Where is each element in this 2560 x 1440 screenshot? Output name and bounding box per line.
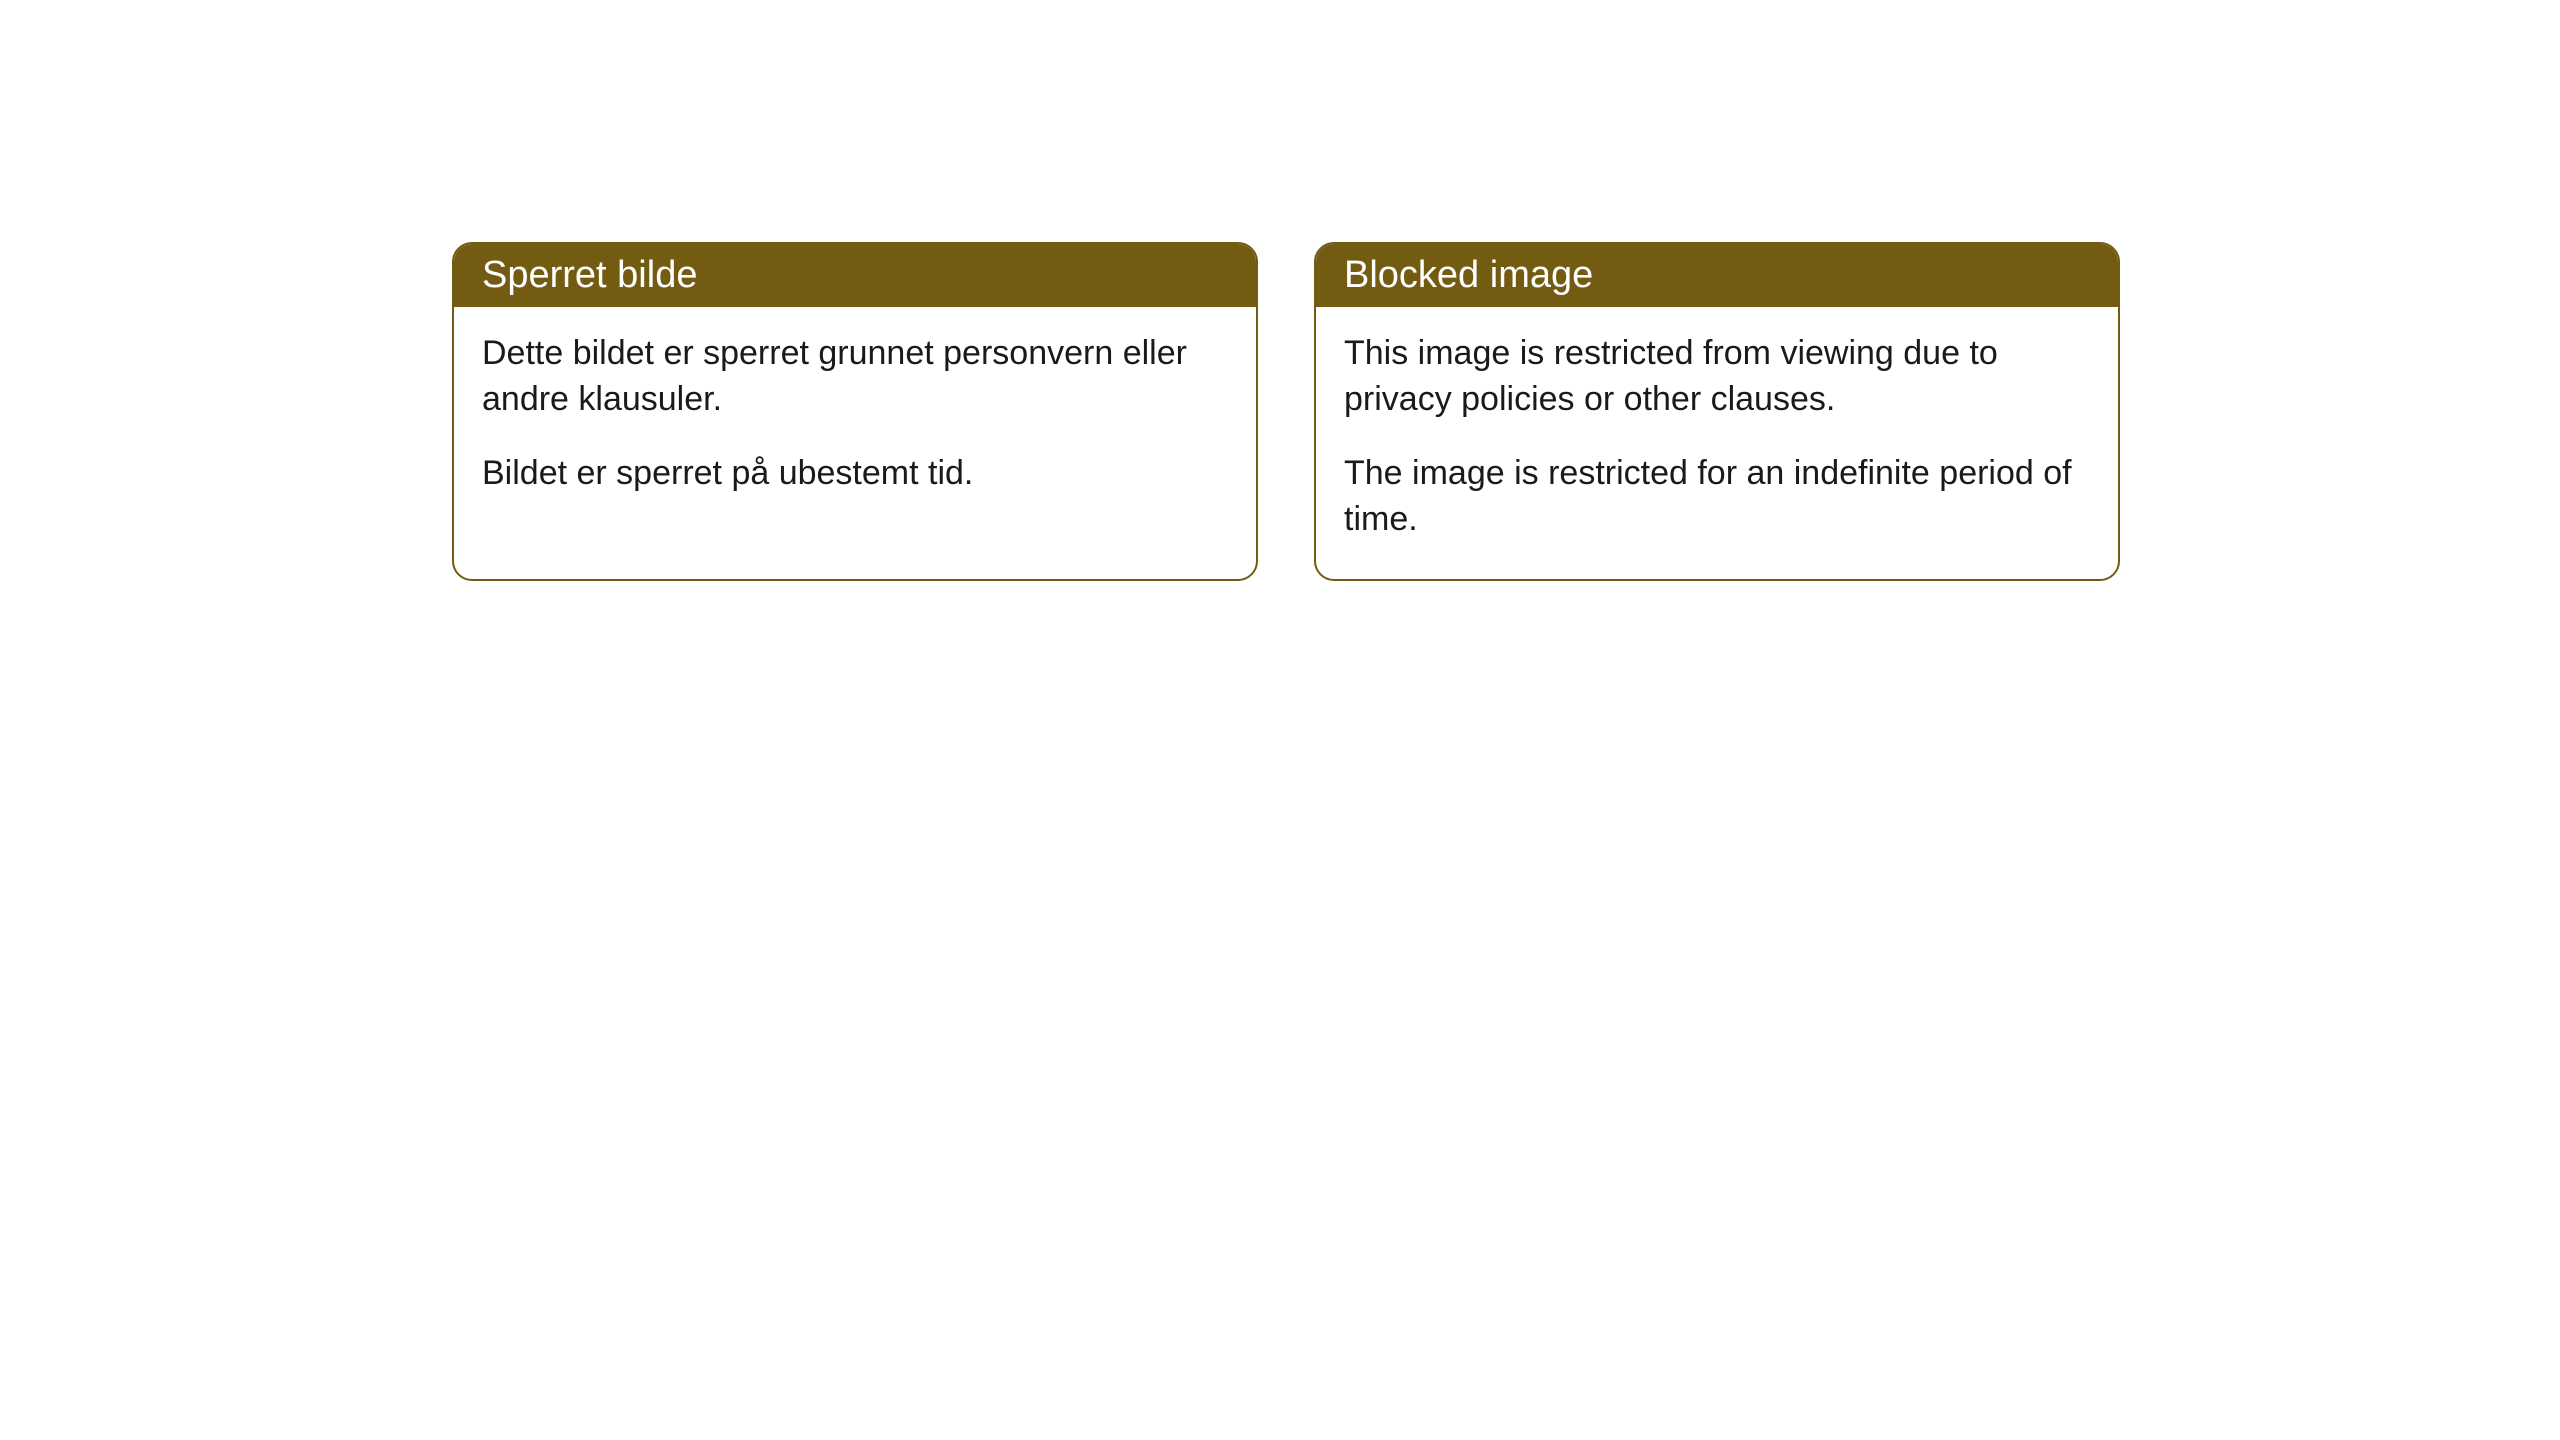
card-header-norwegian: Sperret bilde: [454, 244, 1256, 307]
card-paragraph-1: Dette bildet er sperret grunnet personve…: [482, 331, 1228, 423]
card-paragraph-2: Bildet er sperret på ubestemt tid.: [482, 451, 1228, 497]
blocked-image-card-norwegian: Sperret bilde Dette bildet er sperret gr…: [452, 242, 1258, 581]
blocked-image-card-english: Blocked image This image is restricted f…: [1314, 242, 2120, 581]
cards-container: Sperret bilde Dette bildet er sperret gr…: [452, 242, 2120, 581]
card-body-english: This image is restricted from viewing du…: [1316, 307, 2118, 579]
card-title: Sperret bilde: [482, 254, 697, 296]
card-body-norwegian: Dette bildet er sperret grunnet personve…: [454, 307, 1256, 533]
card-paragraph-1: This image is restricted from viewing du…: [1344, 331, 2090, 423]
card-paragraph-2: The image is restricted for an indefinit…: [1344, 451, 2090, 543]
card-title: Blocked image: [1344, 254, 1593, 296]
card-header-english: Blocked image: [1316, 244, 2118, 307]
